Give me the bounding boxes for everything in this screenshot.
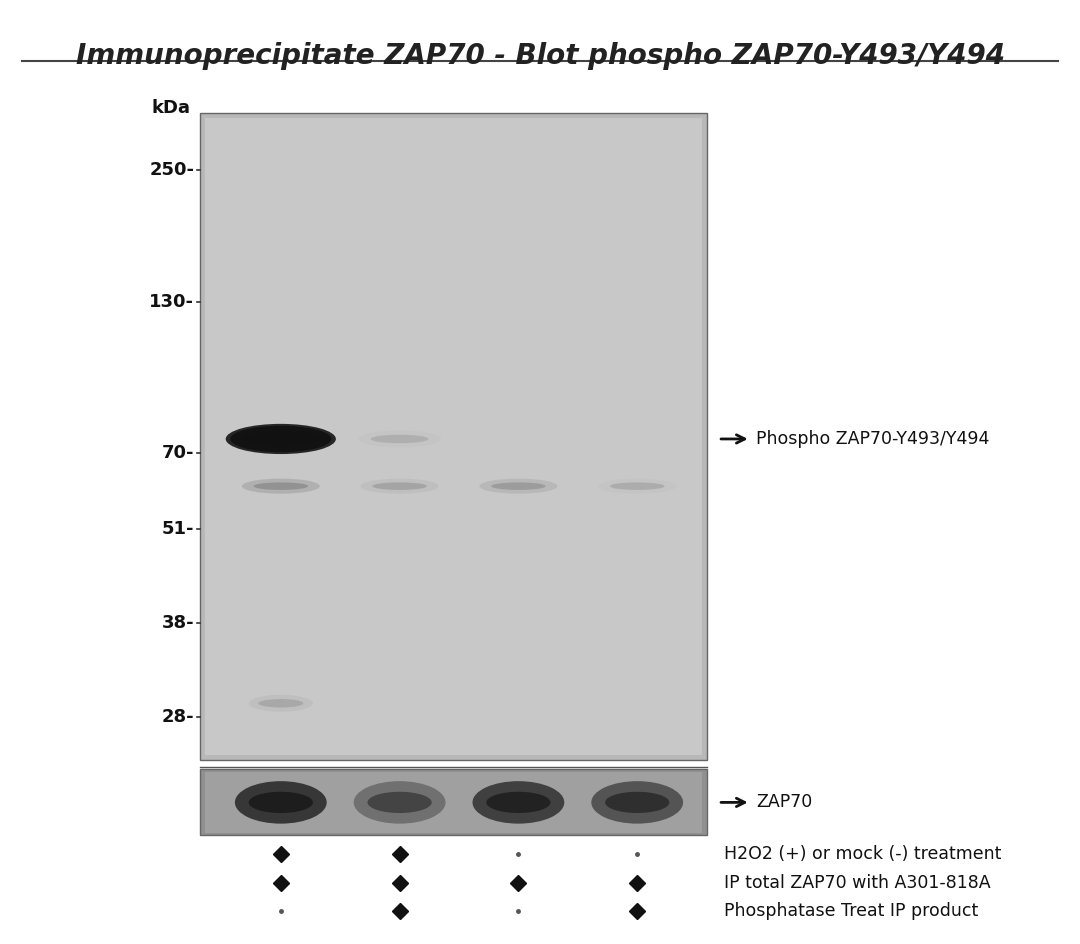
Ellipse shape	[361, 479, 438, 494]
Ellipse shape	[359, 430, 441, 447]
Ellipse shape	[598, 479, 676, 494]
Text: kDa: kDa	[151, 99, 190, 117]
Ellipse shape	[248, 792, 313, 813]
Ellipse shape	[491, 482, 545, 490]
Text: 38-: 38-	[162, 614, 194, 632]
Ellipse shape	[592, 782, 683, 823]
Text: Phospho ZAP70-Y493/Y494: Phospho ZAP70-Y493/Y494	[756, 430, 989, 448]
Ellipse shape	[610, 482, 664, 490]
Ellipse shape	[230, 426, 332, 452]
Ellipse shape	[354, 782, 446, 823]
Ellipse shape	[258, 699, 303, 708]
Bar	[200, 113, 707, 760]
Ellipse shape	[473, 782, 564, 823]
Ellipse shape	[480, 479, 557, 494]
Ellipse shape	[226, 424, 336, 454]
Ellipse shape	[486, 792, 551, 813]
Text: IP total ZAP70 with A301-818A: IP total ZAP70 with A301-818A	[724, 873, 990, 892]
Text: 51-: 51-	[162, 519, 194, 538]
Text: Immunoprecipitate ZAP70 - Blot phospho ZAP70-Y493/Y494: Immunoprecipitate ZAP70 - Blot phospho Z…	[76, 42, 1004, 71]
Bar	[205, 118, 702, 755]
Ellipse shape	[254, 482, 308, 490]
Text: 70-: 70-	[162, 444, 194, 463]
Ellipse shape	[370, 434, 429, 443]
Ellipse shape	[242, 479, 320, 494]
Text: ZAP70: ZAP70	[756, 793, 812, 812]
Ellipse shape	[367, 792, 432, 813]
Text: 28-: 28-	[162, 708, 194, 727]
Bar	[205, 772, 702, 833]
Text: H2O2 (+) or mock (-) treatment: H2O2 (+) or mock (-) treatment	[724, 845, 1001, 864]
Text: 250-: 250-	[149, 160, 194, 179]
Text: Phosphatase Treat IP product: Phosphatase Treat IP product	[724, 902, 977, 920]
Ellipse shape	[242, 431, 320, 447]
Ellipse shape	[605, 792, 670, 813]
Ellipse shape	[373, 482, 427, 490]
Bar	[200, 769, 707, 835]
Text: 130-: 130-	[149, 293, 194, 312]
Ellipse shape	[248, 695, 313, 712]
Ellipse shape	[235, 782, 327, 823]
